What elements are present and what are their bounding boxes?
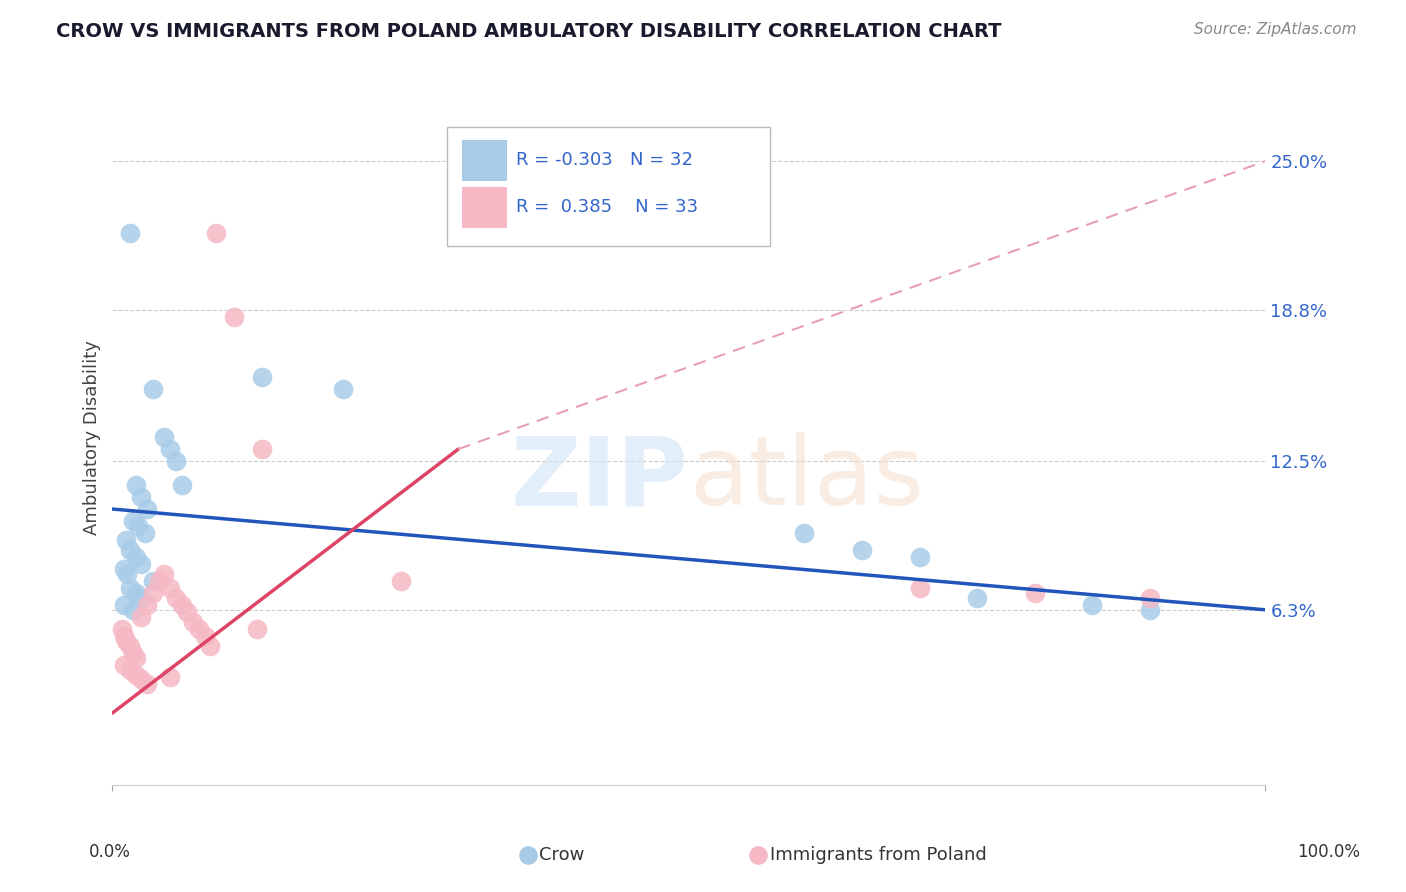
- Point: [142, 574, 165, 588]
- Point: [124, 586, 146, 600]
- Point: [1139, 591, 1161, 605]
- Point: [112, 598, 135, 612]
- Point: [1024, 586, 1046, 600]
- Text: CROW VS IMMIGRANTS FROM POLAND AMBULATORY DISABILITY CORRELATION CHART: CROW VS IMMIGRANTS FROM POLAND AMBULATOR…: [56, 22, 1001, 41]
- Point: [170, 478, 193, 492]
- Point: [122, 514, 145, 528]
- Point: [159, 581, 181, 595]
- Point: [122, 603, 145, 617]
- Point: [111, 622, 134, 636]
- Point: [124, 667, 146, 681]
- Point: [252, 370, 274, 384]
- Point: [1139, 603, 1161, 617]
- Point: [159, 670, 181, 684]
- Point: [124, 478, 146, 492]
- Text: R = -0.303   N = 32: R = -0.303 N = 32: [516, 151, 693, 169]
- Point: [188, 622, 211, 636]
- Point: [142, 382, 165, 396]
- Point: [129, 610, 153, 624]
- Point: [136, 598, 159, 612]
- Point: [194, 629, 217, 643]
- Point: [908, 581, 931, 595]
- Point: [246, 622, 269, 636]
- Point: [117, 566, 139, 581]
- Point: [181, 615, 204, 629]
- Point: [118, 639, 141, 653]
- Point: [252, 442, 274, 456]
- Point: [159, 442, 181, 456]
- Point: [136, 502, 159, 516]
- Point: [165, 591, 187, 605]
- Point: [851, 542, 873, 557]
- Point: [136, 677, 159, 691]
- Point: [129, 673, 153, 687]
- Text: Crow: Crow: [538, 846, 585, 863]
- Point: [148, 574, 170, 588]
- Point: [153, 430, 176, 444]
- FancyBboxPatch shape: [461, 187, 506, 228]
- Point: [124, 650, 146, 665]
- FancyBboxPatch shape: [461, 140, 506, 181]
- Point: [122, 646, 145, 660]
- Point: [129, 490, 153, 504]
- Point: [134, 526, 156, 541]
- Point: [112, 562, 135, 576]
- Point: [127, 519, 149, 533]
- Point: [129, 591, 153, 605]
- Text: 0.0%: 0.0%: [89, 843, 131, 861]
- Point: [205, 226, 228, 240]
- Point: [1081, 598, 1104, 612]
- Point: [115, 634, 138, 648]
- Y-axis label: Ambulatory Disability: Ambulatory Disability: [83, 340, 101, 534]
- Text: ZIP: ZIP: [510, 433, 689, 525]
- Point: [112, 658, 135, 673]
- Point: [165, 454, 187, 468]
- Point: [966, 591, 988, 605]
- Point: [115, 533, 138, 548]
- Point: [112, 629, 135, 643]
- Point: [124, 549, 146, 564]
- Point: [118, 581, 141, 595]
- Point: [118, 542, 141, 557]
- Text: atlas: atlas: [689, 433, 924, 525]
- Point: [129, 558, 153, 572]
- Point: [332, 382, 354, 396]
- Point: [793, 526, 815, 541]
- Text: R =  0.385    N = 33: R = 0.385 N = 33: [516, 199, 699, 217]
- Point: [200, 639, 222, 653]
- Point: [118, 663, 141, 677]
- Text: Immigrants from Poland: Immigrants from Poland: [769, 846, 987, 863]
- Text: Source: ZipAtlas.com: Source: ZipAtlas.com: [1194, 22, 1357, 37]
- Point: [176, 605, 198, 619]
- Point: [389, 574, 412, 588]
- Text: 100.0%: 100.0%: [1298, 843, 1360, 861]
- FancyBboxPatch shape: [447, 128, 769, 245]
- Point: [142, 586, 165, 600]
- Point: [908, 549, 931, 564]
- Point: [118, 226, 141, 240]
- Point: [222, 310, 245, 325]
- Point: [153, 566, 176, 581]
- Point: [170, 598, 193, 612]
